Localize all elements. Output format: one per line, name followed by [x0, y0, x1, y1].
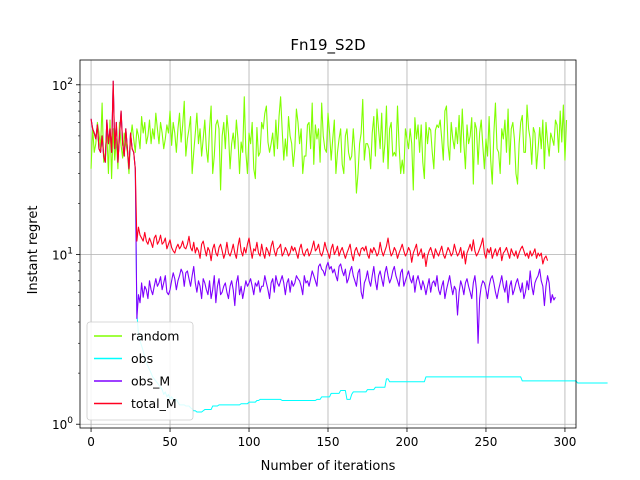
- y-tick-label: 100: [52, 416, 73, 432]
- grid: [80, 60, 576, 428]
- chart-title: Fn19_S2D: [290, 36, 365, 55]
- x-tick-label: 300: [553, 435, 576, 449]
- x-tick-label: 200: [396, 435, 419, 449]
- y-tick-label: 101: [52, 247, 73, 263]
- x-tick-label: 250: [475, 435, 498, 449]
- x-tick-label: 100: [238, 435, 261, 449]
- series-line-total-m: [90, 80, 549, 268]
- y-tick-base: 10: [52, 79, 67, 93]
- series-lines: [90, 80, 608, 413]
- series-line-obs-m: [90, 80, 556, 344]
- series-line-random: [90, 96, 568, 194]
- y-tick-exponent: 2: [67, 77, 73, 87]
- legend-label: obs_M: [131, 374, 170, 389]
- y-tick-label: 102: [52, 77, 73, 93]
- y-axis-label: Instant regret: [26, 206, 41, 295]
- y-tick-base: 10: [52, 249, 67, 263]
- legend-box: [86, 321, 194, 421]
- y-tick-exponent: 0: [67, 416, 73, 426]
- x-tick-label: 0: [87, 435, 95, 449]
- x-axis-label: Number of iterations: [261, 459, 396, 474]
- y-tick-base: 10: [52, 418, 67, 432]
- legend: random obs obs_M total_M: [86, 321, 194, 421]
- x-tick-label: 150: [317, 435, 340, 449]
- x-tick-label: 50: [162, 435, 177, 449]
- legend-label: total_M: [131, 396, 177, 411]
- legend-label: obs: [131, 351, 153, 366]
- y-tick-exponent: 1: [67, 247, 73, 257]
- legend-label: random: [131, 329, 179, 344]
